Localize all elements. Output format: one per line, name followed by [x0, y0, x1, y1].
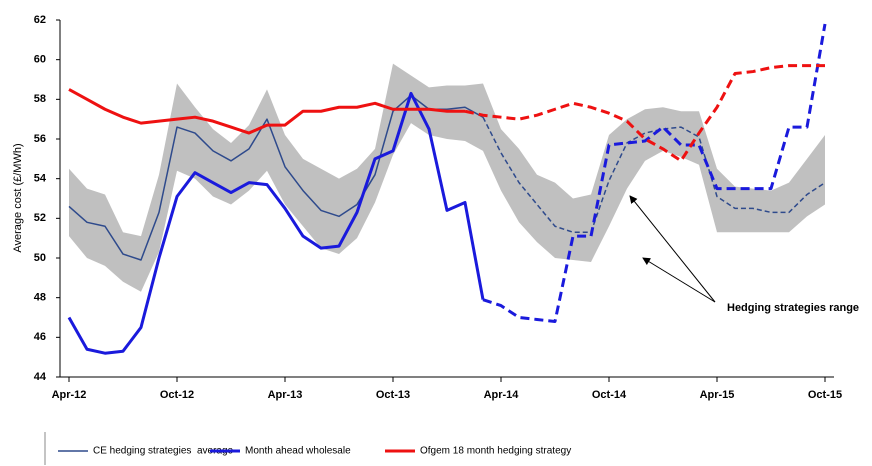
- y-tick-label: 50: [34, 252, 46, 264]
- y-tick-label: 46: [34, 331, 46, 343]
- y-tick-label: 62: [34, 14, 46, 26]
- series-line-forecast: [482, 116, 826, 233]
- y-tick-label: 60: [34, 54, 46, 66]
- legend-label: Ofgem 18 month hedging strategy: [420, 446, 571, 457]
- y-tick-label: 52: [34, 212, 46, 224]
- x-tick-label: Apr-12: [52, 389, 87, 401]
- x-tick-label: Oct-13: [376, 389, 410, 401]
- x-tick-label: Oct-12: [160, 389, 194, 401]
- x-tick-label: Apr-15: [700, 389, 735, 401]
- y-tick-label: 48: [34, 292, 46, 304]
- y-tick-label: 44: [34, 371, 47, 383]
- range-band: [69, 63, 825, 292]
- y-tick-label: 58: [34, 93, 46, 105]
- x-tick-label: Apr-13: [268, 389, 303, 401]
- x-tick-label: Oct-14: [592, 389, 627, 401]
- annotation-arrow: [642, 257, 716, 303]
- y-tick-label: 54: [34, 173, 47, 185]
- annotation: Hedging strategies range: [727, 302, 859, 314]
- y-tick-label: 56: [34, 133, 46, 145]
- annotation-arrow: [629, 195, 716, 303]
- x-tick-label: Apr-14: [484, 389, 520, 401]
- series-line-forecast: [464, 64, 825, 163]
- series-line: [67, 91, 485, 355]
- legend-label: CE hedging strategies average: [93, 446, 234, 457]
- y-axis-label: Average cost (£/MWh): [12, 143, 24, 252]
- x-tick-label: Oct-15: [808, 389, 842, 401]
- legend-label: Month ahead wholesale: [245, 446, 351, 457]
- series-line: [68, 88, 465, 135]
- series-line-forecast: [482, 23, 827, 323]
